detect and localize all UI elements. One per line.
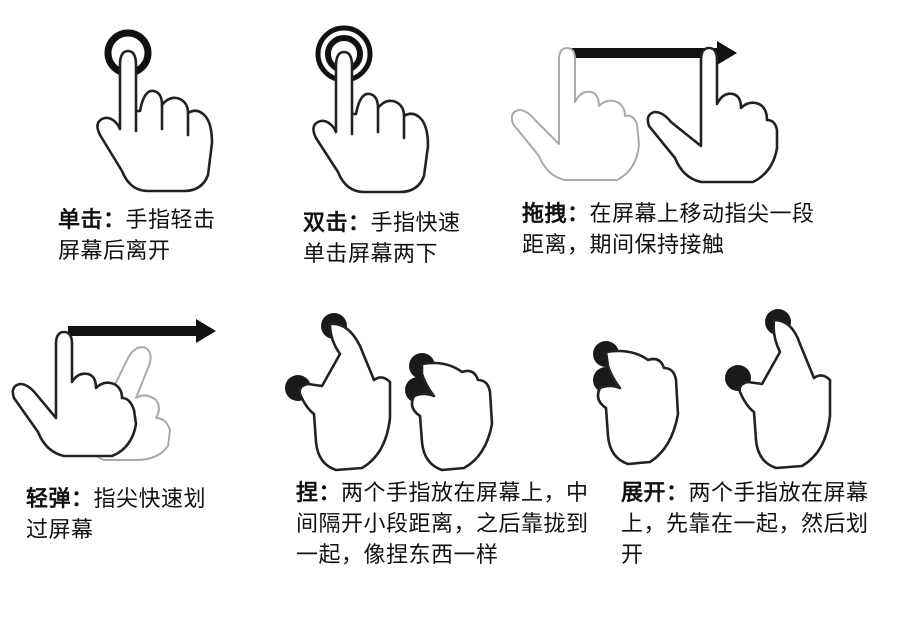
drag-term: 拖拽： <box>522 202 590 227</box>
pinch-hand-icon <box>285 313 494 472</box>
drag-hand-icon <box>510 41 779 184</box>
flick-hand-icon <box>11 319 216 461</box>
pinch-term: 捏： <box>296 481 342 506</box>
double-tap-term: 双击： <box>303 211 371 236</box>
spread-description: 两个手指放在屏幕上，先靠在一起，然后划开 <box>621 481 869 568</box>
tap-term: 单击： <box>58 208 126 233</box>
flick-term: 轻弹： <box>26 487 94 512</box>
double-tap-caption: 双击：手指快速单击屏幕两下 <box>303 208 473 270</box>
spread-caption: 展开：两个手指放在屏幕上，先靠在一起，然后划开 <box>621 478 883 571</box>
drag-caption: 拖拽：在屏幕上移动指尖一段距离，期间保持接触 <box>522 199 832 261</box>
tap-hand-icon <box>96 29 214 193</box>
flick-description: 指尖快速划过屏幕 <box>26 487 207 543</box>
double-tap-hand-icon <box>312 25 430 194</box>
flick-caption: 轻弹：指尖快速划过屏幕 <box>26 484 221 546</box>
spread-term: 展开： <box>621 481 689 506</box>
pinch-description: 两个手指放在屏幕上，中间隔开小段距离，之后靠拢到一起，像捏东西一样 <box>296 481 589 568</box>
tap-caption: 单击：手指轻击屏幕后离开 <box>58 205 228 267</box>
double-tap-description: 手指快速单击屏幕两下 <box>303 211 461 267</box>
drag-description: 在屏幕上移动指尖一段距离，期间保持接触 <box>522 202 815 258</box>
pinch-caption: 捏：两个手指放在屏幕上，中间隔开小段距离，之后靠拢到一起，像捏东西一样 <box>296 478 594 571</box>
tap-description: 手指轻击屏幕后离开 <box>58 208 216 264</box>
spread-hand-icon <box>593 309 832 470</box>
